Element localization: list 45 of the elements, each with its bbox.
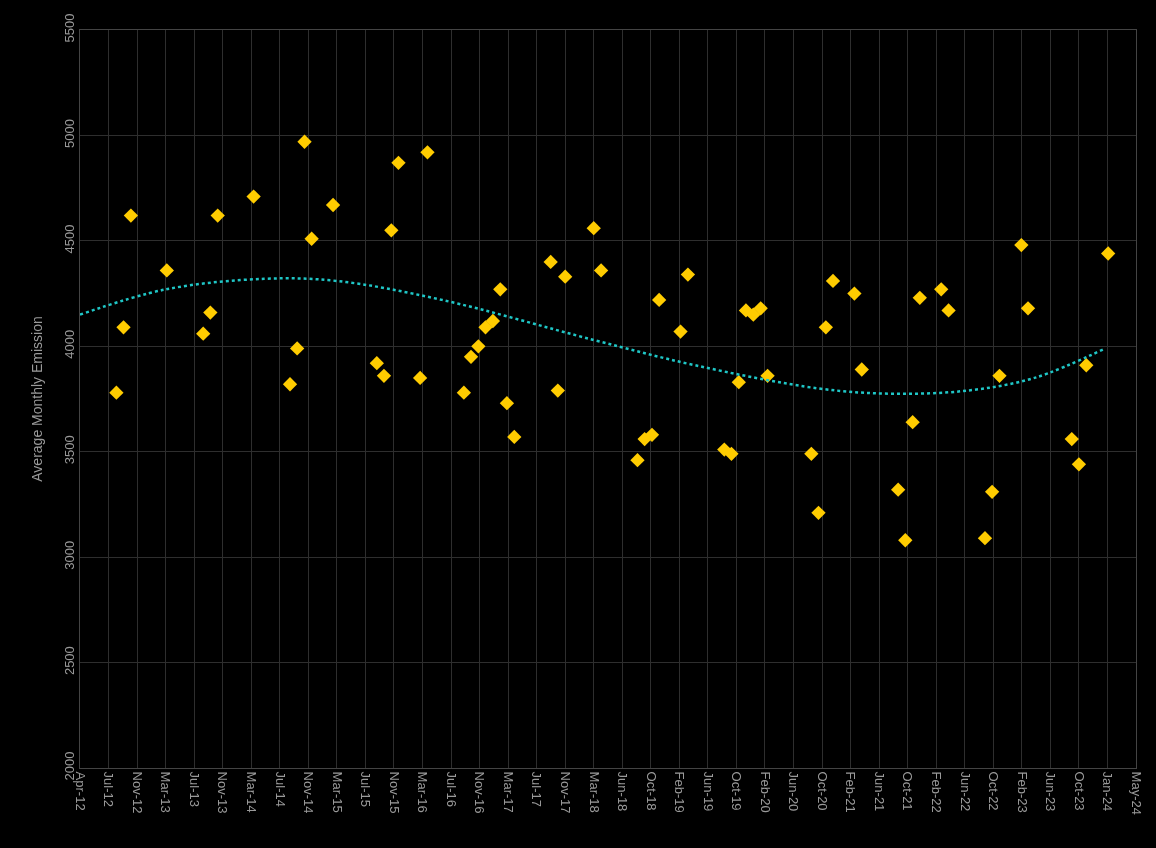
- x-tick-label: Jun-22: [957, 771, 973, 812]
- x-tick-label: Jul-13: [186, 771, 202, 808]
- x-tick-label: Mar-13: [158, 771, 174, 813]
- x-tick-label: Jul-14: [272, 771, 288, 808]
- y-tick-label: 5500: [61, 13, 77, 43]
- x-tick-label: Mar-17: [500, 771, 516, 813]
- x-tick-label: Feb-20: [757, 771, 773, 813]
- x-tick-label: Nov-16: [472, 771, 488, 814]
- x-tick-label: Jul-12: [101, 771, 117, 808]
- x-tick-label: Oct-23: [1071, 771, 1087, 811]
- x-tick-label: Oct-20: [814, 771, 830, 811]
- y-tick-label: 4500: [61, 224, 77, 254]
- x-tick-label: Jul-15: [358, 771, 374, 808]
- x-tick-label: Oct-19: [729, 771, 745, 811]
- y-tick-label: 4000: [61, 329, 77, 359]
- x-tick-label: Jun-23: [1043, 771, 1059, 812]
- x-tick-label: Jun-20: [786, 771, 802, 812]
- x-tick-label: Mar-16: [415, 771, 431, 813]
- x-tick-label: Nov-14: [301, 771, 317, 814]
- x-tick-label: Feb-22: [928, 771, 944, 813]
- x-tick-label: Nov-12: [129, 771, 145, 814]
- x-tick-label: Mar-18: [586, 771, 602, 813]
- x-tick-label: Mar-15: [329, 771, 345, 813]
- x-tick-label: Jun-18: [615, 771, 631, 812]
- x-tick-label: Oct-21: [900, 771, 916, 811]
- x-tick-label: Oct-22: [986, 771, 1002, 811]
- y-tick-label: 5000: [61, 119, 77, 148]
- x-tick-label: Nov-15: [386, 771, 402, 814]
- x-tick-label: Jan-24: [1100, 771, 1116, 812]
- x-tick-label: Nov-17: [557, 771, 573, 814]
- x-tick-label: Feb-19: [672, 771, 688, 813]
- y-tick-label: 2500: [61, 646, 77, 676]
- x-tick-label: Nov-13: [215, 771, 231, 814]
- x-tick-label: Jul-17: [529, 771, 545, 808]
- x-tick-label: Feb-23: [1014, 771, 1030, 813]
- x-tick-label: Jul-16: [443, 771, 459, 808]
- x-tick-label: May-24: [1128, 771, 1144, 815]
- x-tick-label: Oct-18: [643, 771, 659, 811]
- y-tick-label: 3500: [61, 435, 77, 465]
- x-tick-label: Jun-19: [700, 771, 716, 812]
- y-axis-title: Average Monthly Emission: [29, 316, 46, 482]
- x-tick-label: Mar-14: [244, 771, 260, 813]
- x-tick-label: Jun-21: [871, 771, 887, 812]
- y-tick-label: 3000: [61, 540, 77, 570]
- x-tick-label: Feb-21: [843, 771, 859, 813]
